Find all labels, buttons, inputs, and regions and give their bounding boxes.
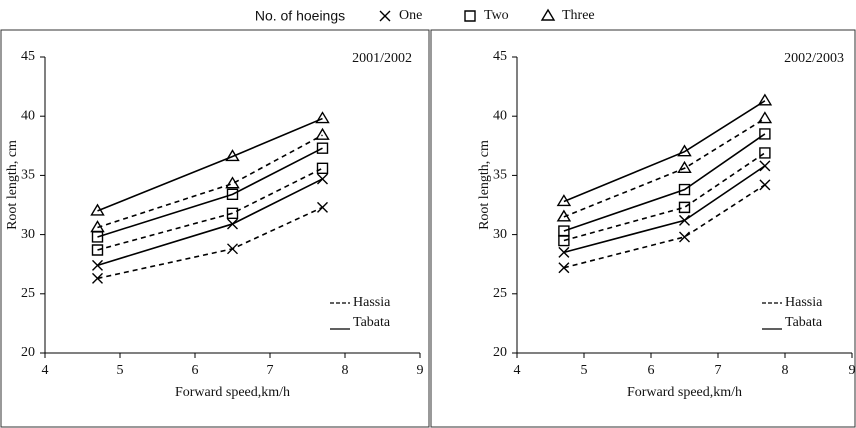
x-tick-label: 5 [117, 363, 124, 378]
marker [677, 144, 692, 157]
series-line [97, 167, 323, 251]
marker [226, 207, 239, 219]
marker [558, 225, 570, 237]
x-tick-label: 6 [192, 363, 199, 378]
panel-frame [0, 29, 430, 428]
legend-marker [379, 10, 391, 22]
y-tick-label: 25 [21, 286, 35, 301]
chart-title: 2002/2003 [784, 51, 844, 66]
legend-title: No. of hoeings [255, 8, 345, 24]
marker [677, 160, 692, 173]
x-tick-label: 9 [849, 363, 856, 378]
x-axis-label: Forward speed,km/h [175, 385, 290, 400]
marker [316, 162, 329, 174]
marker [225, 149, 240, 162]
legend-label: Three [562, 8, 595, 23]
y-tick-label: 20 [493, 345, 507, 360]
marker [759, 128, 771, 140]
marker [91, 231, 104, 243]
marker [226, 188, 239, 201]
marker [759, 147, 771, 159]
x-tick-label: 6 [648, 363, 655, 378]
marker [227, 218, 238, 230]
y-tick-label: 40 [493, 108, 507, 123]
series-line [97, 147, 323, 238]
marker [679, 214, 690, 226]
x-tick-label: 5 [581, 363, 588, 378]
y-tick-label: 30 [493, 227, 507, 242]
marker [317, 173, 328, 185]
legend-label: Tabata [785, 315, 823, 330]
y-tick-label: 25 [493, 286, 507, 301]
series-line [563, 117, 766, 218]
marker [556, 209, 572, 222]
x-tick-label: 8 [342, 363, 349, 378]
y-tick-label: 30 [21, 227, 35, 242]
marker [227, 243, 238, 255]
y-tick-label: 35 [21, 168, 35, 183]
y-axis-label: Root length, cm [477, 140, 492, 230]
y-axis-label: Root length, cm [5, 140, 20, 230]
series-line [563, 100, 766, 203]
marker [558, 262, 570, 274]
marker [92, 259, 103, 271]
series-line [563, 133, 766, 232]
y-tick-label: 45 [493, 49, 507, 64]
x-tick-label: 9 [417, 363, 424, 378]
marker [90, 203, 105, 216]
legend-label: One [399, 8, 422, 23]
marker [679, 231, 690, 243]
marker [315, 127, 330, 140]
x-tick-label: 7 [267, 363, 274, 378]
marker [225, 176, 240, 189]
x-tick-label: 8 [782, 363, 789, 378]
series-line [97, 206, 323, 280]
legend-marker [540, 8, 556, 21]
series-line [563, 165, 766, 254]
legend-label: Tabata [353, 315, 391, 330]
y-tick-label: 35 [493, 168, 507, 183]
legend-label: Hassia [353, 295, 391, 310]
panel-frame [430, 29, 856, 428]
marker [678, 183, 691, 196]
y-tick-label: 45 [21, 49, 35, 64]
marker [757, 111, 773, 124]
marker [759, 179, 771, 191]
legend-marker [464, 10, 476, 22]
series-line [97, 117, 323, 212]
marker [316, 142, 329, 154]
marker [759, 160, 771, 172]
x-tick-label: 4 [42, 363, 49, 378]
marker [556, 194, 572, 207]
x-tick-label: 4 [514, 363, 521, 378]
x-tick-label: 7 [715, 363, 722, 378]
marker [678, 201, 691, 214]
marker [91, 244, 104, 256]
legend-label: Two [484, 8, 509, 23]
legend-label: Hassia [785, 295, 823, 310]
marker [315, 111, 330, 124]
series-line [97, 134, 323, 229]
marker [558, 246, 570, 258]
marker [92, 272, 103, 284]
marker [317, 201, 328, 213]
series-line [563, 152, 766, 242]
y-tick-label: 20 [21, 345, 35, 360]
y-tick-label: 40 [21, 108, 35, 123]
marker [757, 93, 773, 106]
chart-title: 2001/2002 [352, 51, 412, 66]
x-axis-label: Forward speed,km/h [627, 385, 742, 400]
